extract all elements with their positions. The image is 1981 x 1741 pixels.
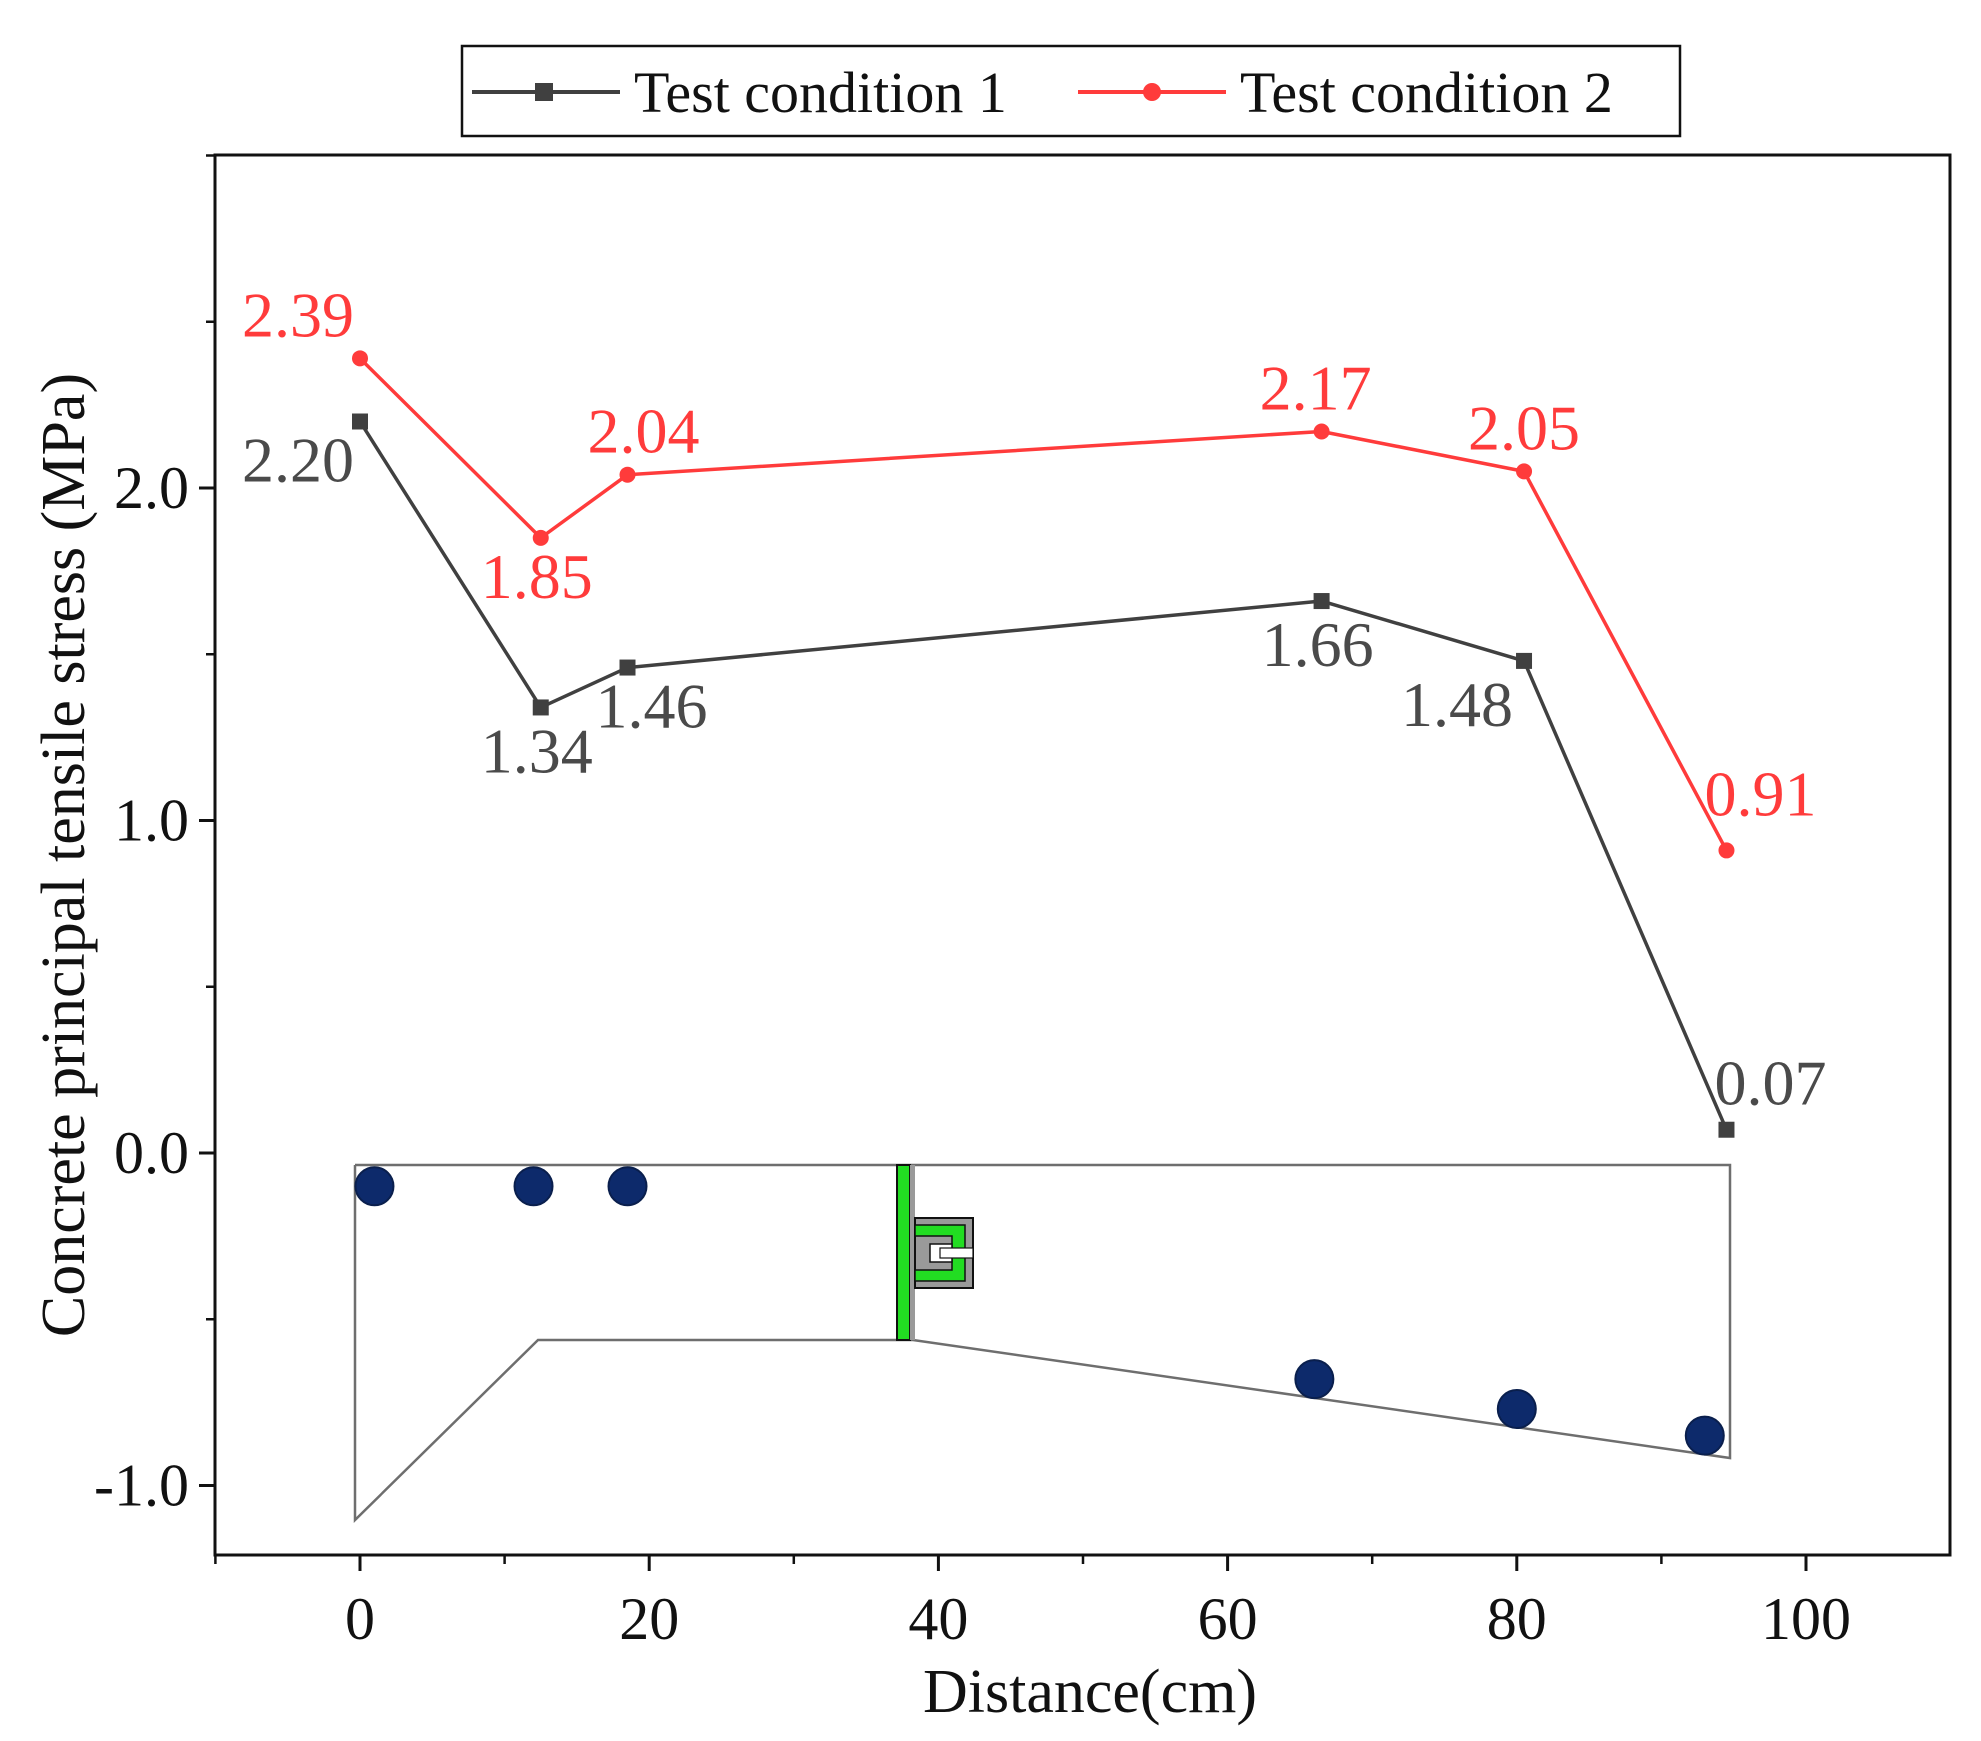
- series-2-point: [352, 350, 368, 367]
- sensor-point: [1684, 1415, 1725, 1456]
- series-2-point: [619, 466, 636, 483]
- data-label-series-2: 2.39: [242, 279, 354, 350]
- series-2-point: [1718, 842, 1735, 859]
- series-1-point: [352, 413, 368, 430]
- legend-marker-test-condition-2: [1143, 83, 1161, 101]
- data-label-series-1: 0.07: [1714, 1048, 1826, 1119]
- axis-tick-labels: 0 20 40 60 80 100 -1.0 0.0 1.0 2.0: [94, 455, 1851, 1652]
- data-label-series-1: 1.34: [481, 715, 593, 786]
- x-tick-label: 40: [908, 1586, 968, 1652]
- series-1-point: [1313, 593, 1330, 610]
- data-label-series-1: 1.46: [596, 671, 708, 742]
- x-tick-label: 60: [1198, 1586, 1258, 1652]
- connector-web-hatch: [910, 1165, 915, 1340]
- legend-label-test-condition-2: Test condition 2: [1240, 60, 1613, 125]
- sensor-points: [354, 1166, 1725, 1456]
- plot-frame: [213, 153, 1952, 1557]
- y-tick-label: 1.0: [114, 788, 189, 854]
- connector-channel: [914, 1224, 966, 1282]
- data-label-series-2: 0.91: [1704, 758, 1816, 829]
- data-label-series-2: 1.85: [481, 541, 593, 612]
- data-label-series-2: 2.17: [1260, 352, 1372, 423]
- series-2-point: [532, 529, 549, 546]
- x-tick-label: 0: [345, 1586, 375, 1652]
- y-axis-title: Concrete principal tensile stress (MPa): [30, 373, 98, 1337]
- data-label-series-1: 1.48: [1401, 669, 1513, 740]
- section-schematic: [353, 1163, 1732, 1523]
- series-1-point: [619, 659, 636, 676]
- section-outline: [353, 1163, 1732, 1523]
- data-label-series-2: 2.04: [588, 396, 700, 467]
- y-tick-label: -1.0: [94, 1453, 189, 1519]
- sensor-point: [607, 1166, 648, 1207]
- series-1-point: [532, 699, 549, 716]
- series-1-point: [1516, 652, 1533, 669]
- legend-marker-test-condition-1: [535, 83, 553, 101]
- sensor-point: [354, 1166, 395, 1207]
- connector-bolt: [939, 1247, 974, 1259]
- sensor-point: [1496, 1389, 1537, 1430]
- axis-ticks: [199, 154, 1808, 1571]
- sensor-point: [513, 1166, 554, 1207]
- series-lines: [358, 357, 1729, 1131]
- x-axis-title: Distance(cm): [923, 1658, 1257, 1726]
- series-2-point: [1516, 463, 1533, 480]
- legend-label-test-condition-1: Test condition 1: [634, 60, 1007, 125]
- data-label-series-1: 1.66: [1262, 609, 1374, 680]
- data-label-series-2: 2.05: [1468, 392, 1580, 463]
- data-label-series-1: 2.20: [242, 425, 354, 496]
- x-tick-label: 80: [1487, 1586, 1547, 1652]
- series-markers: [352, 350, 1735, 1138]
- y-tick-label: 2.0: [114, 455, 189, 521]
- legend: Test condition 1 Test condition 2: [460, 44, 1682, 138]
- series-2-point: [1313, 423, 1330, 440]
- sensor-point: [1294, 1359, 1335, 1400]
- series-line-1: [358, 420, 1729, 1131]
- legend-box: [460, 44, 1682, 138]
- x-tick-label: 100: [1761, 1586, 1851, 1652]
- connector-web: [896, 1164, 911, 1341]
- connector-detail: [896, 1164, 974, 1341]
- series-line-2: [358, 357, 1729, 852]
- series-1-point: [1718, 1121, 1735, 1138]
- data-labels: 2.20 1.341.46 1.66 1.48 0.07 2.39 1.85 2.04 2.17…: [242, 279, 1826, 1118]
- y-tick-label: 0.0: [114, 1120, 189, 1186]
- x-tick-label: 20: [619, 1586, 679, 1652]
